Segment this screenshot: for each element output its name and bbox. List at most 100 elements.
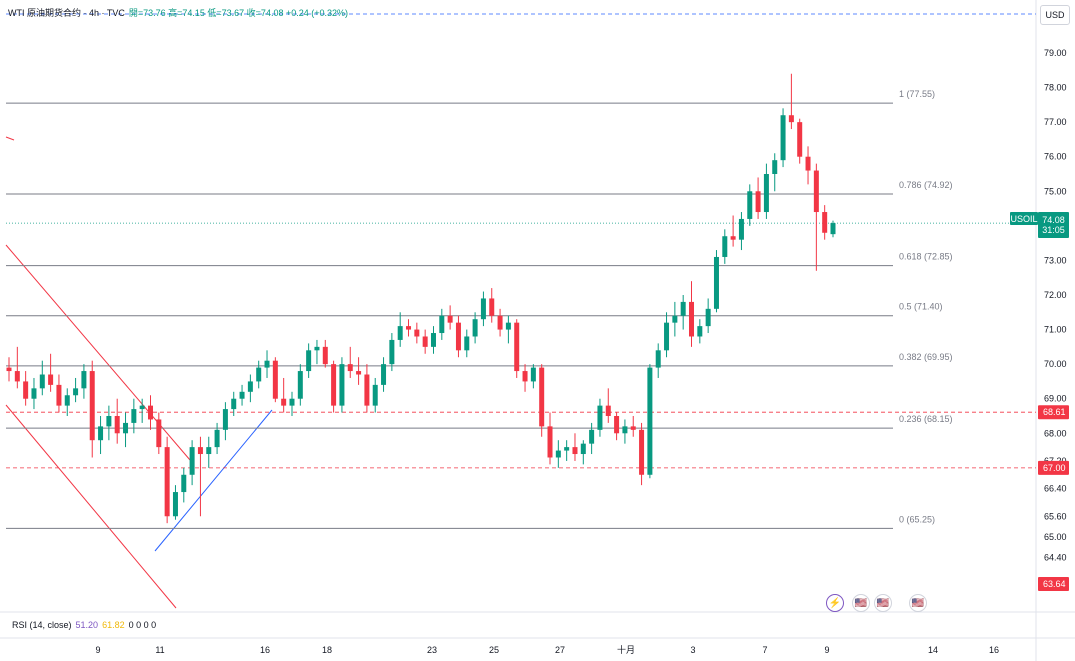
symbol-title: WTI 原油期货合约 · 4h · TVC bbox=[8, 8, 125, 18]
candle-body bbox=[605, 405, 611, 416]
candle bbox=[231, 391, 237, 416]
candle bbox=[98, 416, 104, 455]
candle bbox=[664, 312, 670, 358]
candle-body bbox=[697, 326, 703, 337]
x-tick-label: 7 bbox=[762, 645, 767, 655]
candle bbox=[372, 377, 378, 413]
us-flag-icon[interactable]: 🇺🇸 bbox=[874, 594, 892, 612]
candle-body bbox=[630, 426, 636, 430]
candle-body bbox=[647, 367, 653, 475]
candle bbox=[172, 485, 178, 520]
candle-body bbox=[747, 191, 753, 219]
y-tick-label: 73.00 bbox=[1044, 255, 1067, 265]
x-tick-label: 23 bbox=[427, 645, 437, 655]
candle bbox=[805, 146, 811, 185]
candle-body bbox=[181, 474, 187, 493]
candle bbox=[680, 295, 686, 330]
candle-body bbox=[530, 367, 536, 382]
candle bbox=[156, 412, 162, 455]
candle-body bbox=[164, 447, 170, 517]
candle bbox=[272, 357, 278, 403]
candle bbox=[381, 357, 387, 392]
candle bbox=[48, 353, 54, 392]
candle-body bbox=[347, 364, 353, 372]
candle-body bbox=[497, 315, 503, 330]
candle-body bbox=[306, 350, 312, 372]
candle-body bbox=[522, 371, 528, 382]
price-tag-label: 67.00 bbox=[1043, 463, 1066, 473]
y-tick-label: 78.00 bbox=[1044, 83, 1067, 93]
candle bbox=[131, 398, 137, 434]
candle-body bbox=[356, 371, 362, 375]
candle bbox=[256, 360, 262, 389]
candle bbox=[780, 108, 786, 168]
candle-body bbox=[422, 336, 428, 347]
candle bbox=[289, 391, 295, 416]
candle bbox=[106, 405, 112, 441]
lightning-icon[interactable]: ⚡ bbox=[826, 594, 844, 612]
rsi-extra-values: 0 0 0 0 bbox=[128, 620, 157, 630]
candle-body bbox=[123, 422, 129, 434]
candle bbox=[813, 163, 819, 271]
candle bbox=[655, 343, 661, 378]
last-price-tag: 74.08 31:05 bbox=[1038, 212, 1069, 238]
y-tick-label: 71.00 bbox=[1044, 325, 1067, 335]
candle bbox=[422, 329, 428, 354]
candle-body bbox=[48, 374, 54, 385]
candle bbox=[689, 281, 695, 347]
candle-body bbox=[406, 326, 412, 330]
currency-button[interactable]: USD bbox=[1040, 5, 1070, 25]
x-tick-label: 27 bbox=[555, 645, 565, 655]
candle-body bbox=[713, 256, 719, 309]
candle bbox=[239, 384, 245, 406]
candle-body bbox=[189, 447, 195, 475]
candle-body bbox=[480, 298, 486, 320]
candle-body bbox=[81, 371, 87, 389]
ohlc-values: 開=73.76 高=74.15 低=73.67 收=74.08 +0.24 (+… bbox=[128, 8, 348, 18]
price-tag-label: 63.64 bbox=[1043, 579, 1066, 589]
candle-body bbox=[755, 191, 761, 213]
candle bbox=[430, 326, 436, 354]
candle bbox=[14, 346, 20, 389]
candle-body bbox=[322, 346, 328, 365]
candle-body bbox=[131, 409, 137, 423]
y-tick-label: 65.00 bbox=[1044, 532, 1067, 542]
chart-header: WTI 原油期货合约 · 4h · TVC 開=73.76 高=74.15 低=… bbox=[8, 6, 348, 19]
candle-body bbox=[239, 391, 245, 399]
candle bbox=[505, 315, 511, 344]
candle bbox=[347, 346, 353, 378]
countdown-label: 31:05 bbox=[1042, 225, 1065, 235]
us-flag-icon[interactable]: 🇺🇸 bbox=[852, 594, 870, 612]
candle bbox=[580, 440, 586, 465]
candle-body bbox=[289, 398, 295, 406]
candle-body bbox=[464, 336, 470, 351]
candle-body bbox=[455, 322, 461, 351]
candle bbox=[738, 212, 744, 251]
candle-body bbox=[256, 367, 262, 382]
candle-body bbox=[572, 447, 578, 455]
candle-body bbox=[830, 223, 836, 235]
y-tick-label: 68.00 bbox=[1044, 428, 1067, 438]
candle-body bbox=[397, 326, 403, 340]
candle-body bbox=[56, 384, 62, 406]
y-tick-label: 72.00 bbox=[1044, 290, 1067, 300]
candle bbox=[639, 422, 645, 486]
candle-body bbox=[206, 447, 212, 455]
candle-body bbox=[564, 447, 570, 451]
candle bbox=[455, 315, 461, 358]
candle-body bbox=[106, 416, 112, 427]
candle-body bbox=[489, 298, 495, 316]
candle-body bbox=[680, 301, 686, 316]
candle bbox=[763, 163, 769, 219]
candle-body bbox=[730, 236, 736, 240]
candle-body bbox=[664, 322, 670, 351]
candle-body bbox=[339, 364, 345, 406]
fib-level-label: 0.382 (69.95) bbox=[899, 352, 953, 362]
candle bbox=[672, 301, 678, 337]
candle-body bbox=[805, 156, 811, 171]
x-tick-label: 25 bbox=[489, 645, 499, 655]
candle-body bbox=[64, 395, 70, 406]
us-flag-icon[interactable]: 🇺🇸 bbox=[909, 594, 927, 612]
candle bbox=[64, 388, 70, 416]
